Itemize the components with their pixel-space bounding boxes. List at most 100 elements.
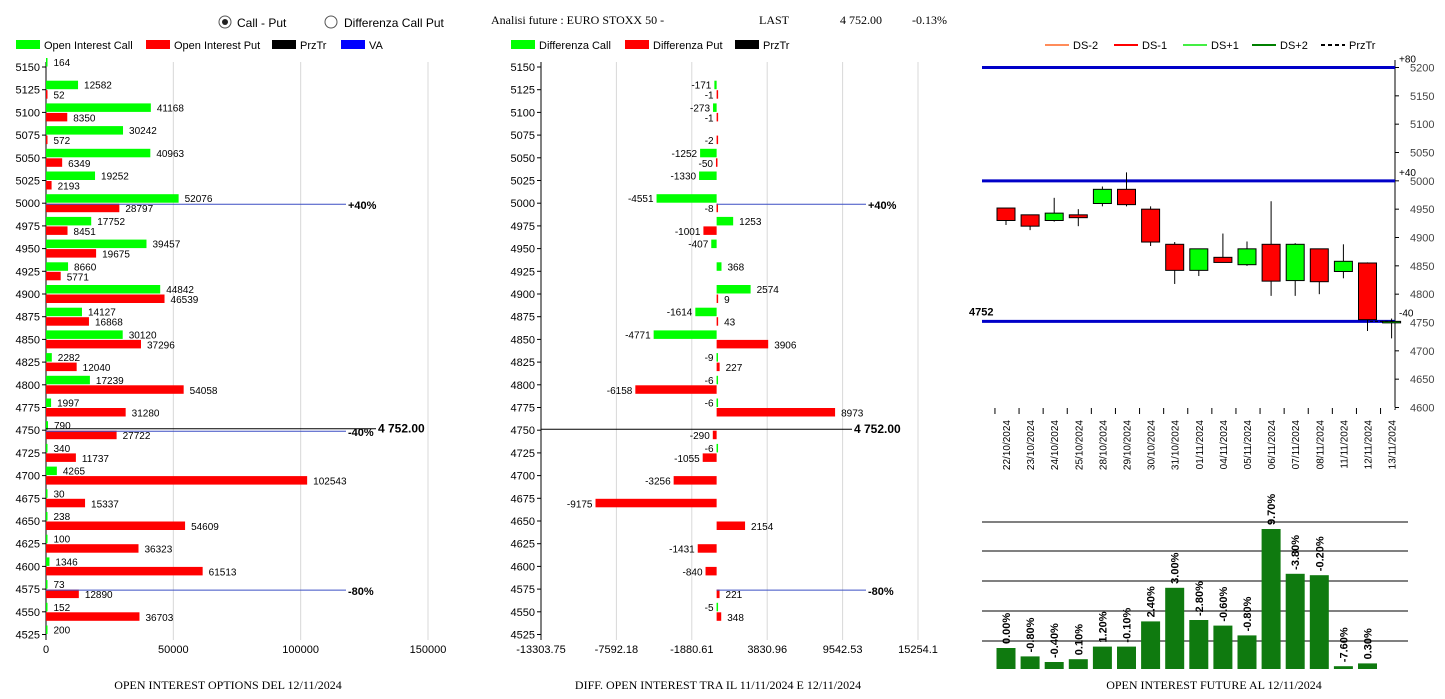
diff-put-value-label: -1 xyxy=(705,113,714,124)
put-bar xyxy=(46,544,139,553)
y-tick-label: 5050 xyxy=(1410,148,1434,160)
put-value-label: 31280 xyxy=(132,409,160,420)
future-bar xyxy=(1165,587,1185,669)
future-bar-label: 0.10% xyxy=(1073,624,1085,655)
put-value-label: 46539 xyxy=(171,295,199,306)
candle-body xyxy=(1358,262,1377,321)
x-tick-label: 05/11/2024 xyxy=(1243,420,1254,470)
y-tick-label: 4675 xyxy=(511,493,535,505)
diff-call-bar xyxy=(716,443,719,453)
diff-put-bar xyxy=(705,566,717,576)
y-tick-label: 4600 xyxy=(511,561,535,573)
x-tick-label: 3830.96 xyxy=(747,644,787,656)
future-bar-label: -0.40% xyxy=(1049,623,1061,658)
diff-put-value-label: -840 xyxy=(683,567,703,578)
x-tick-label: 100000 xyxy=(282,644,319,656)
x-tick-label: 29/10/2024 xyxy=(1123,420,1134,470)
put-value-label: 12040 xyxy=(83,363,111,374)
legend-panel-1: Open Interest Call Open Interest Put Prz… xyxy=(16,40,384,52)
candle-body xyxy=(1020,214,1040,227)
put-bar xyxy=(46,339,141,349)
diff-put-value-label: -1431 xyxy=(669,545,695,556)
put-bar xyxy=(46,226,68,235)
future-bar xyxy=(1117,646,1136,669)
ref-line-label: -40% xyxy=(348,427,374,439)
diff-call-value-label: -273 xyxy=(690,103,710,114)
x-tick-label: 11/11/2024 xyxy=(1339,420,1350,469)
radio-call-put-label: Call - Put xyxy=(237,16,287,30)
candle-body xyxy=(1068,214,1088,219)
legend-swatch-prztr xyxy=(272,40,296,49)
put-bar xyxy=(46,249,97,258)
ref-line-label: -80% xyxy=(348,586,374,598)
candle-body xyxy=(1044,212,1064,221)
analysis-title: Analisi future : EURO STOXX 50 - xyxy=(491,13,664,27)
diff-put-value-label: -290 xyxy=(690,431,710,442)
put-value-label: 54058 xyxy=(190,386,218,397)
diff-call-bar xyxy=(716,262,722,271)
legend-label-prztr-3: PrzTr xyxy=(1349,40,1376,52)
y-tick-label: 4600 xyxy=(16,561,40,573)
y-tick-label: 4850 xyxy=(1410,261,1434,273)
y-tick-label: 4575 xyxy=(16,584,40,596)
call-bar xyxy=(46,216,92,226)
y-tick-label: 4625 xyxy=(511,539,535,551)
legend-label-ds-2: DS-2 xyxy=(1073,40,1098,52)
x-tick-label: 24/10/2024 xyxy=(1050,420,1061,470)
radio-diff-call-put[interactable]: Differenza Call Put xyxy=(324,15,444,30)
last-label: LAST xyxy=(759,13,790,27)
future-bar-label: 9.70% xyxy=(1266,494,1278,525)
future-bar xyxy=(1237,635,1257,669)
x-tick-label: 0 xyxy=(43,644,49,656)
future-bar-label: 1.20% xyxy=(1097,611,1109,642)
y-tick-label: 4975 xyxy=(511,221,535,233)
y-tick-label: 4775 xyxy=(16,403,40,415)
call-value-label: 200 xyxy=(54,626,71,637)
diff-put-bar xyxy=(715,158,718,167)
legend-label-ds+2: DS+2 xyxy=(1280,40,1308,52)
y-tick-label: 5150 xyxy=(511,62,535,74)
future-bar-label: 2.40% xyxy=(1146,586,1158,617)
y-tick-label: 5050 xyxy=(16,153,40,165)
radio-diff-circle[interactable] xyxy=(324,15,338,29)
ref-line-label: +40% xyxy=(868,200,897,212)
put-value-label: 8451 xyxy=(74,227,97,238)
put-bar xyxy=(46,589,79,599)
future-bar xyxy=(1285,573,1305,669)
future-bar-label: -0.10% xyxy=(1122,608,1134,643)
y-tick-label: 5000 xyxy=(1410,176,1434,188)
put-bar xyxy=(46,317,89,326)
diff-put-bar xyxy=(673,476,717,485)
call-bar xyxy=(46,103,151,112)
y-tick-label: 5075 xyxy=(511,130,535,142)
diff-put-bar xyxy=(716,203,719,213)
future-bar-label: -2.80% xyxy=(1194,581,1206,616)
legend-label-va: VA xyxy=(369,40,384,52)
candlestick-chart: 4600 4650 4700 4750 4800 4850 4900 4950 5000 5050… xyxy=(969,55,1434,471)
call-bar xyxy=(46,625,48,634)
diff-call-bar xyxy=(711,239,717,249)
legend-label-diff-call: Differenza Call xyxy=(539,40,611,52)
y-tick-label: 4725 xyxy=(16,448,40,460)
diff-call-bar xyxy=(716,398,719,407)
y-tick-label: 4950 xyxy=(16,244,40,256)
call-value-label: 238 xyxy=(54,512,71,523)
y-tick-label: 5075 xyxy=(16,130,40,142)
y-tick-label: 4850 xyxy=(511,334,535,346)
call-bar xyxy=(46,194,179,203)
chart-title-future: OPEN INTEREST FUTURE AL 12/11/2024 xyxy=(1106,678,1322,692)
radio-call-put[interactable]: Call - Put xyxy=(218,15,287,30)
call-bar xyxy=(46,375,90,385)
y-tick-label: 4900 xyxy=(16,289,40,301)
x-tick-label: 08/11/2024 xyxy=(1315,420,1326,470)
diff-put-bar xyxy=(716,339,769,349)
put-bar xyxy=(46,612,140,621)
x-tick-label: 01/11/2024 xyxy=(1195,420,1206,470)
call-bar xyxy=(46,534,48,544)
last-price-label: 4752 xyxy=(969,306,993,318)
y-tick-label: 4625 xyxy=(16,539,40,551)
y-tick-label: 4700 xyxy=(16,471,40,483)
chart-title-diff: DIFF. OPEN INTEREST TRA IL 11/11/2024 E … xyxy=(575,678,861,692)
y-tick-label: 5150 xyxy=(16,62,40,74)
